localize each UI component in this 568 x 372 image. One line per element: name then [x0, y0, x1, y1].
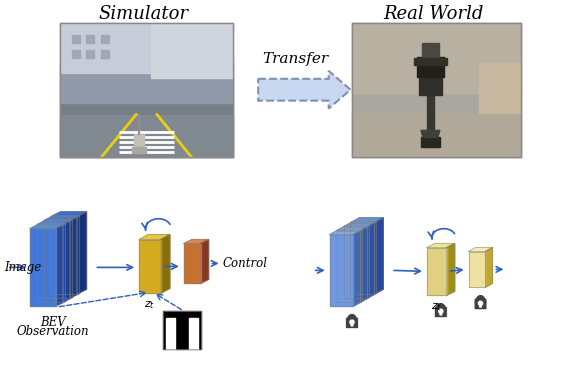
Polygon shape: [361, 226, 369, 302]
Polygon shape: [132, 147, 146, 153]
Polygon shape: [101, 50, 109, 58]
Polygon shape: [329, 230, 362, 235]
Polygon shape: [51, 217, 77, 294]
Text: $z_t$: $z_t$: [431, 301, 442, 313]
Text: Simulator: Simulator: [98, 5, 188, 23]
Polygon shape: [427, 247, 447, 295]
Polygon shape: [163, 311, 201, 349]
Polygon shape: [469, 251, 486, 287]
Polygon shape: [184, 244, 201, 283]
Polygon shape: [37, 220, 73, 225]
Polygon shape: [427, 55, 434, 144]
Polygon shape: [51, 212, 86, 217]
Polygon shape: [258, 71, 350, 109]
Polygon shape: [189, 318, 198, 349]
Polygon shape: [421, 131, 440, 137]
FancyBboxPatch shape: [474, 298, 487, 310]
Polygon shape: [72, 35, 80, 43]
Polygon shape: [86, 35, 94, 43]
Polygon shape: [62, 220, 73, 302]
Polygon shape: [417, 57, 444, 77]
Polygon shape: [37, 225, 62, 302]
Text: Observation: Observation: [17, 325, 90, 338]
Polygon shape: [479, 304, 482, 307]
Polygon shape: [201, 240, 208, 283]
Polygon shape: [353, 230, 362, 306]
Polygon shape: [367, 222, 377, 298]
Polygon shape: [101, 35, 109, 43]
Polygon shape: [469, 247, 492, 251]
Polygon shape: [44, 216, 80, 221]
Polygon shape: [422, 43, 439, 61]
Polygon shape: [486, 247, 492, 287]
Text: Real World: Real World: [384, 5, 484, 23]
Polygon shape: [139, 235, 170, 240]
Polygon shape: [166, 318, 175, 349]
Circle shape: [478, 301, 483, 305]
Polygon shape: [139, 240, 161, 293]
Polygon shape: [419, 75, 442, 95]
Polygon shape: [184, 240, 208, 244]
Polygon shape: [70, 216, 80, 298]
Polygon shape: [30, 229, 56, 306]
Text: Transfer: Transfer: [262, 52, 328, 66]
Circle shape: [350, 320, 354, 324]
Polygon shape: [344, 227, 367, 298]
FancyBboxPatch shape: [435, 307, 447, 318]
Polygon shape: [161, 235, 170, 293]
Circle shape: [438, 309, 443, 313]
Polygon shape: [337, 231, 361, 302]
Polygon shape: [351, 323, 353, 326]
Text: Control: Control: [223, 257, 268, 270]
Text: BEV: BEV: [40, 316, 66, 329]
Polygon shape: [44, 221, 70, 298]
Polygon shape: [374, 218, 383, 294]
Polygon shape: [421, 137, 440, 147]
Polygon shape: [350, 223, 374, 294]
Polygon shape: [350, 218, 383, 223]
Polygon shape: [414, 58, 447, 65]
Text: $z_t$: $z_t$: [144, 299, 156, 311]
Polygon shape: [440, 311, 442, 315]
Polygon shape: [30, 224, 66, 229]
Polygon shape: [329, 235, 353, 306]
FancyBboxPatch shape: [345, 317, 358, 328]
Polygon shape: [77, 212, 86, 294]
Polygon shape: [344, 222, 377, 227]
Polygon shape: [337, 226, 369, 231]
Polygon shape: [427, 244, 455, 247]
Text: Image: Image: [4, 261, 41, 274]
Polygon shape: [72, 50, 80, 58]
Polygon shape: [134, 134, 144, 149]
Polygon shape: [447, 244, 455, 295]
Polygon shape: [86, 50, 94, 58]
Polygon shape: [56, 224, 66, 306]
